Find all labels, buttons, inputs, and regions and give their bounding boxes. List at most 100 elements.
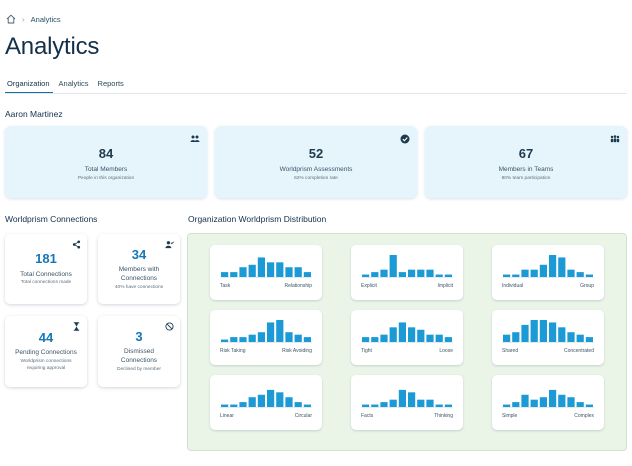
users-group-icon bbox=[190, 135, 200, 142]
histogram-bar bbox=[576, 334, 584, 342]
histogram-bar bbox=[276, 392, 284, 407]
histogram-bar bbox=[549, 322, 557, 342]
histogram-bar bbox=[549, 389, 557, 407]
histogram-bar bbox=[389, 399, 397, 407]
axis-left-label: Simple bbox=[502, 413, 518, 419]
histogram-bar bbox=[426, 269, 434, 277]
user-name: Aaron Martinez bbox=[5, 109, 63, 119]
hourglass-icon bbox=[73, 322, 80, 331]
histogram-bar bbox=[267, 322, 275, 342]
stat-value: 84 bbox=[98, 146, 114, 161]
conn-card-members: 34 Members with Connections 40% have con… bbox=[98, 234, 180, 304]
histogram bbox=[361, 255, 453, 278]
histogram-bar bbox=[426, 334, 434, 342]
axis-right-label: Circular bbox=[294, 413, 312, 419]
dist-chart-simple-complex: Simple Complex bbox=[492, 375, 604, 430]
histogram-bar bbox=[303, 404, 311, 407]
histogram-bar bbox=[362, 337, 370, 342]
dist-chart-shared-concentrated: Shared Concentrated bbox=[492, 310, 604, 365]
histogram-bar bbox=[371, 272, 379, 277]
histogram-bar bbox=[380, 334, 388, 342]
ban-icon bbox=[165, 322, 174, 331]
histogram-bar bbox=[371, 404, 379, 407]
tab-reports[interactable]: Reports bbox=[97, 79, 124, 88]
histogram-bar bbox=[435, 274, 443, 277]
histogram-bar bbox=[257, 257, 265, 277]
stat-label: Members in Teams bbox=[498, 166, 554, 173]
histogram-bar bbox=[576, 272, 584, 277]
histogram-bar bbox=[539, 397, 547, 407]
stat-sub: 80% team participation bbox=[501, 176, 551, 181]
stat-sub: People in this organization bbox=[77, 176, 135, 181]
histogram-bar bbox=[362, 404, 370, 407]
histogram bbox=[220, 389, 312, 408]
histogram-bar bbox=[362, 274, 370, 277]
histogram-bar bbox=[426, 399, 434, 407]
conn-sub: Worldprism connections requiring approva… bbox=[20, 359, 72, 371]
stat-card-team-members: 67 Members in Teams 80% team participati… bbox=[425, 126, 627, 198]
histogram-bar bbox=[444, 404, 452, 407]
histogram-bar bbox=[558, 257, 566, 277]
histogram-bar bbox=[530, 320, 538, 342]
stat-label: Total Members bbox=[84, 166, 128, 173]
histogram-bar bbox=[230, 404, 238, 407]
conn-label: Total Connections bbox=[20, 271, 72, 278]
histogram-bar bbox=[257, 394, 265, 407]
histogram-bar bbox=[558, 394, 566, 407]
histogram-bar bbox=[549, 255, 557, 277]
breadcrumb: › Analytics bbox=[6, 13, 61, 25]
histogram-bar bbox=[285, 397, 293, 407]
histogram-bar bbox=[521, 324, 529, 342]
axis-left-label: Individual bbox=[502, 283, 524, 289]
histogram-bar bbox=[558, 327, 566, 342]
histogram-bar bbox=[276, 320, 284, 342]
histogram-bar bbox=[530, 399, 538, 407]
histogram-bar bbox=[221, 404, 229, 407]
stat-sub: 62% completion rate bbox=[294, 176, 338, 181]
histogram-bar bbox=[585, 404, 593, 407]
histogram-bar bbox=[417, 329, 425, 342]
axis-left-label: Shared bbox=[502, 348, 519, 354]
histogram-bar bbox=[371, 337, 379, 342]
histogram-bar bbox=[567, 332, 575, 342]
histogram-bar bbox=[530, 269, 538, 277]
histogram-bar bbox=[435, 404, 443, 407]
axis-left-label: Facts bbox=[361, 413, 374, 419]
histogram-bar bbox=[521, 394, 529, 407]
check-circle-icon bbox=[400, 134, 410, 144]
team-icon bbox=[610, 135, 620, 143]
dist-chart-individual-group: Individual Group bbox=[492, 245, 604, 300]
conn-sub: Declined by member bbox=[117, 367, 161, 372]
histogram bbox=[502, 320, 594, 343]
histogram-bar bbox=[267, 389, 275, 407]
histogram-bar bbox=[230, 272, 238, 277]
histogram bbox=[220, 320, 312, 343]
histogram-bar bbox=[585, 274, 593, 277]
histogram-bar bbox=[239, 267, 247, 277]
histogram-bar bbox=[380, 269, 388, 277]
histogram bbox=[502, 389, 594, 408]
share-icon bbox=[72, 240, 81, 249]
stat-card-total-members: 84 Total Members People in this organiza… bbox=[5, 126, 207, 198]
conn-value: 34 bbox=[131, 247, 147, 262]
histogram-bar bbox=[389, 327, 397, 342]
histogram-bar bbox=[294, 334, 302, 342]
histogram-bar bbox=[503, 334, 511, 342]
home-icon[interactable] bbox=[6, 14, 16, 24]
dist-chart-tight-loose: Tight Loose bbox=[351, 310, 463, 365]
conn-label: Pending Connections bbox=[15, 349, 77, 356]
chevron-right-icon: › bbox=[22, 14, 25, 24]
breadcrumb-current[interactable]: Analytics bbox=[30, 14, 61, 24]
histogram-bar bbox=[398, 322, 406, 342]
histogram-bar bbox=[503, 404, 511, 407]
tab-organization[interactable]: Organization bbox=[5, 78, 53, 93]
histogram-bar bbox=[503, 274, 511, 277]
histogram-bar bbox=[267, 262, 275, 277]
axis-right-label: Complex bbox=[574, 413, 594, 419]
axis-left-label: Linear bbox=[220, 413, 234, 419]
axis-right-label: Concentrated bbox=[563, 348, 594, 354]
histogram-bar bbox=[230, 337, 238, 342]
tab-analytics[interactable]: Analytics bbox=[58, 79, 89, 88]
conn-value: 181 bbox=[35, 251, 57, 266]
histogram-bar bbox=[303, 337, 311, 342]
